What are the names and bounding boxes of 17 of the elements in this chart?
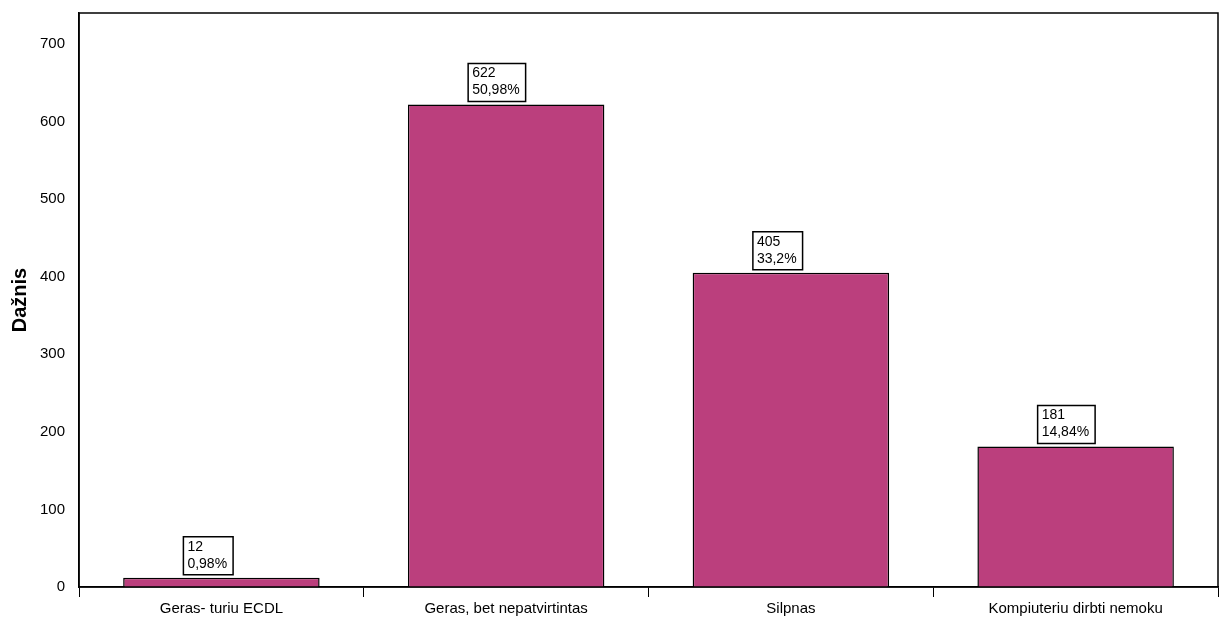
y-tick-label: 500 [40,189,66,207]
y-tick-label: 200 [40,422,66,440]
data-label: 12 0,98% [187,537,228,571]
data-label: 405 33,2% [756,232,797,266]
y-tick-label: 700 [40,34,66,52]
y-tick-label: 300 [40,344,66,362]
y-axis-title: Dažnis [7,267,30,333]
x-tick-label: Geras, bet nepatvirtintas [424,599,588,617]
x-tick-label: Kompiuteriu dirbti nemoku [988,599,1163,617]
y-tick-label: 0 [56,577,66,595]
data-label: 622 50,98% [472,64,520,98]
data-label: 181 14,84% [1041,406,1090,440]
y-tick-label: 400 [40,266,66,284]
x-tick-label: Silpnas [766,599,816,617]
x-tick-label: Geras- turiu ECDL [159,599,284,617]
y-tick-label: 100 [40,499,66,517]
y-tick-label: 600 [40,111,66,129]
